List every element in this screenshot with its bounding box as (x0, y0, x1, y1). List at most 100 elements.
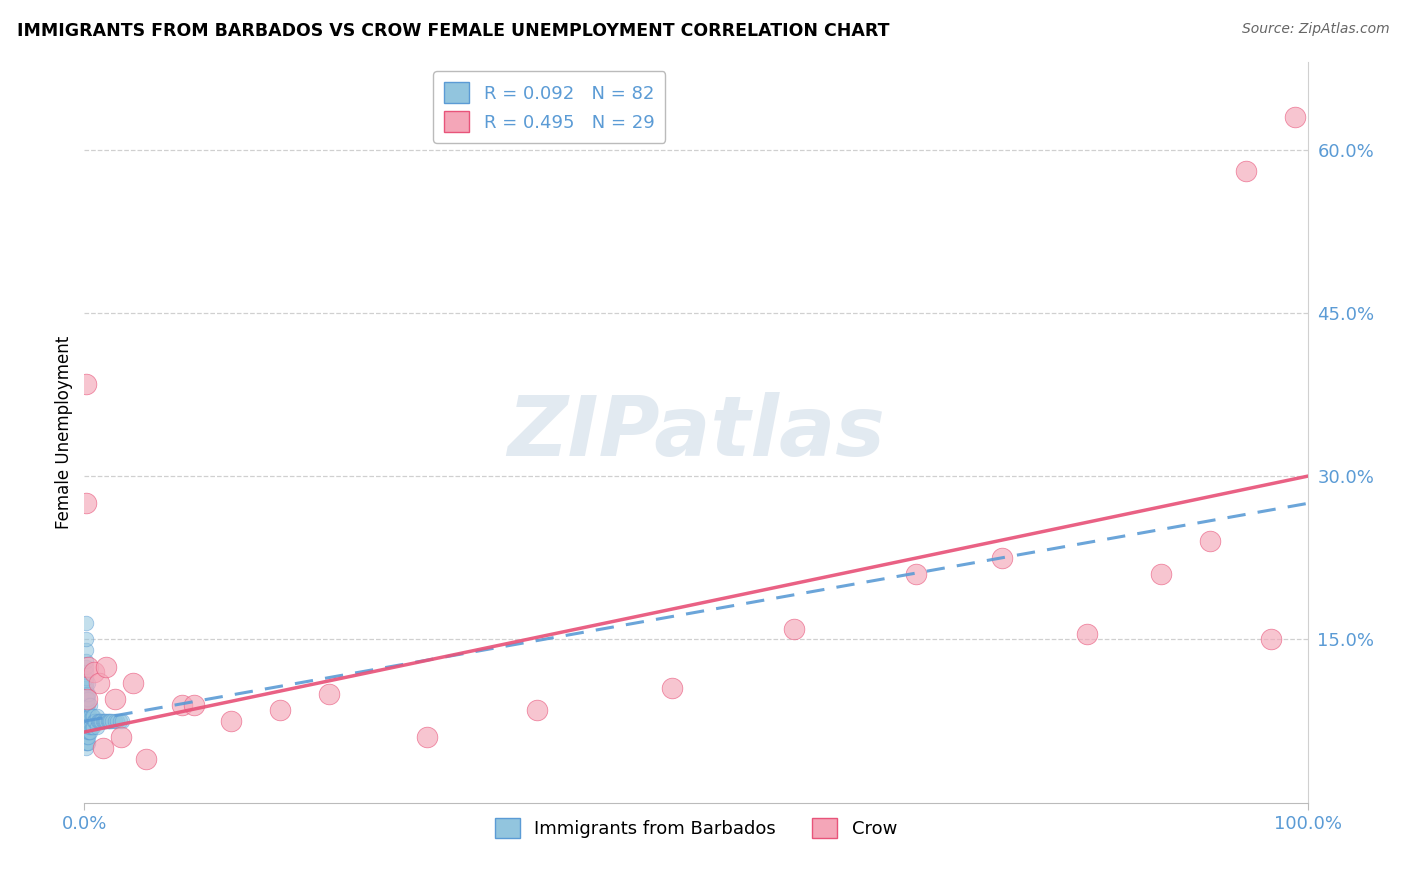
Point (77, 687, 100, 701)
Point (75, 659, 97, 673)
Point (77, 725, 100, 739)
Point (75, 676, 97, 690)
Text: IMMIGRANTS FROM BARBADOS VS CROW FEMALE UNEMPLOYMENT CORRELATION CHART: IMMIGRANTS FROM BARBADOS VS CROW FEMALE … (17, 22, 890, 40)
Point (526, 703, 548, 717)
Point (183, 698, 205, 712)
Point (104, 692, 127, 706)
Point (75, 616, 97, 631)
Point (86, 720, 108, 734)
Point (1150, 567, 1173, 582)
Point (76, 731, 98, 745)
Point (73, 708, 96, 723)
Point (82, 708, 104, 723)
Point (77, 725, 100, 739)
Point (87, 714, 110, 728)
Point (75, 665, 97, 680)
Point (77, 714, 100, 728)
Point (87, 676, 110, 690)
Point (1284, 110, 1306, 124)
Point (87, 714, 110, 728)
Point (93, 714, 115, 728)
Point (79, 725, 101, 739)
Point (991, 550, 1014, 565)
Point (80, 708, 103, 723)
Point (77, 659, 100, 673)
Point (122, 676, 145, 690)
Point (75, 725, 97, 739)
Point (76, 720, 98, 734)
Point (75, 703, 97, 717)
Point (77, 698, 100, 712)
Point (73, 714, 96, 728)
Point (1076, 627, 1098, 641)
Point (89, 714, 111, 728)
Point (76, 692, 98, 706)
Point (79, 720, 101, 734)
Point (77, 720, 100, 734)
Point (97, 714, 120, 728)
Point (219, 714, 242, 728)
Text: ZIPatlas: ZIPatlas (508, 392, 884, 473)
Point (80, 720, 103, 734)
Y-axis label: Female Unemployment: Female Unemployment (55, 336, 73, 529)
Point (269, 703, 291, 717)
Point (77, 720, 100, 734)
Point (75, 643, 97, 657)
Point (90, 714, 112, 728)
Point (1198, 534, 1220, 549)
Point (75, 736, 97, 750)
Point (76, 714, 98, 728)
Point (79, 708, 101, 723)
Point (1236, 164, 1258, 178)
Point (76, 692, 98, 706)
Point (75, 741, 97, 756)
Point (783, 622, 806, 636)
Point (318, 687, 340, 701)
Point (73, 687, 96, 701)
Point (73, 725, 96, 739)
Point (98, 714, 121, 728)
Point (77, 676, 100, 690)
Point (661, 681, 683, 696)
Point (75, 720, 97, 734)
Point (96, 714, 118, 728)
Point (172, 698, 194, 712)
Point (96, 659, 118, 673)
Point (73, 731, 96, 745)
Point (75, 714, 97, 728)
Point (73, 698, 96, 712)
Point (75, 654, 97, 668)
Point (75, 687, 97, 701)
Point (94, 714, 117, 728)
Point (91, 741, 114, 756)
Point (75, 496, 97, 510)
Point (75, 692, 97, 706)
Point (73, 720, 96, 734)
Point (75, 731, 97, 745)
Legend: Immigrants from Barbados, Crow: Immigrants from Barbados, Crow (484, 806, 908, 849)
Point (79, 698, 101, 712)
Point (1260, 632, 1282, 647)
Point (83, 714, 105, 728)
Point (105, 714, 128, 728)
Point (91, 714, 114, 728)
Point (135, 752, 157, 766)
Point (104, 714, 127, 728)
Point (83, 665, 105, 680)
Point (75, 671, 97, 685)
Point (73, 681, 96, 696)
Point (77, 736, 100, 750)
Point (75, 708, 97, 723)
Point (82, 720, 104, 734)
Text: Source: ZipAtlas.com: Source: ZipAtlas.com (1241, 22, 1389, 37)
Point (76, 708, 98, 723)
Point (76, 698, 98, 712)
Point (77, 731, 100, 745)
Point (76, 703, 98, 717)
Point (73, 692, 96, 706)
Point (75, 632, 97, 647)
Point (73, 703, 96, 717)
Point (75, 376, 97, 391)
Point (76, 687, 98, 701)
Point (77, 714, 100, 728)
